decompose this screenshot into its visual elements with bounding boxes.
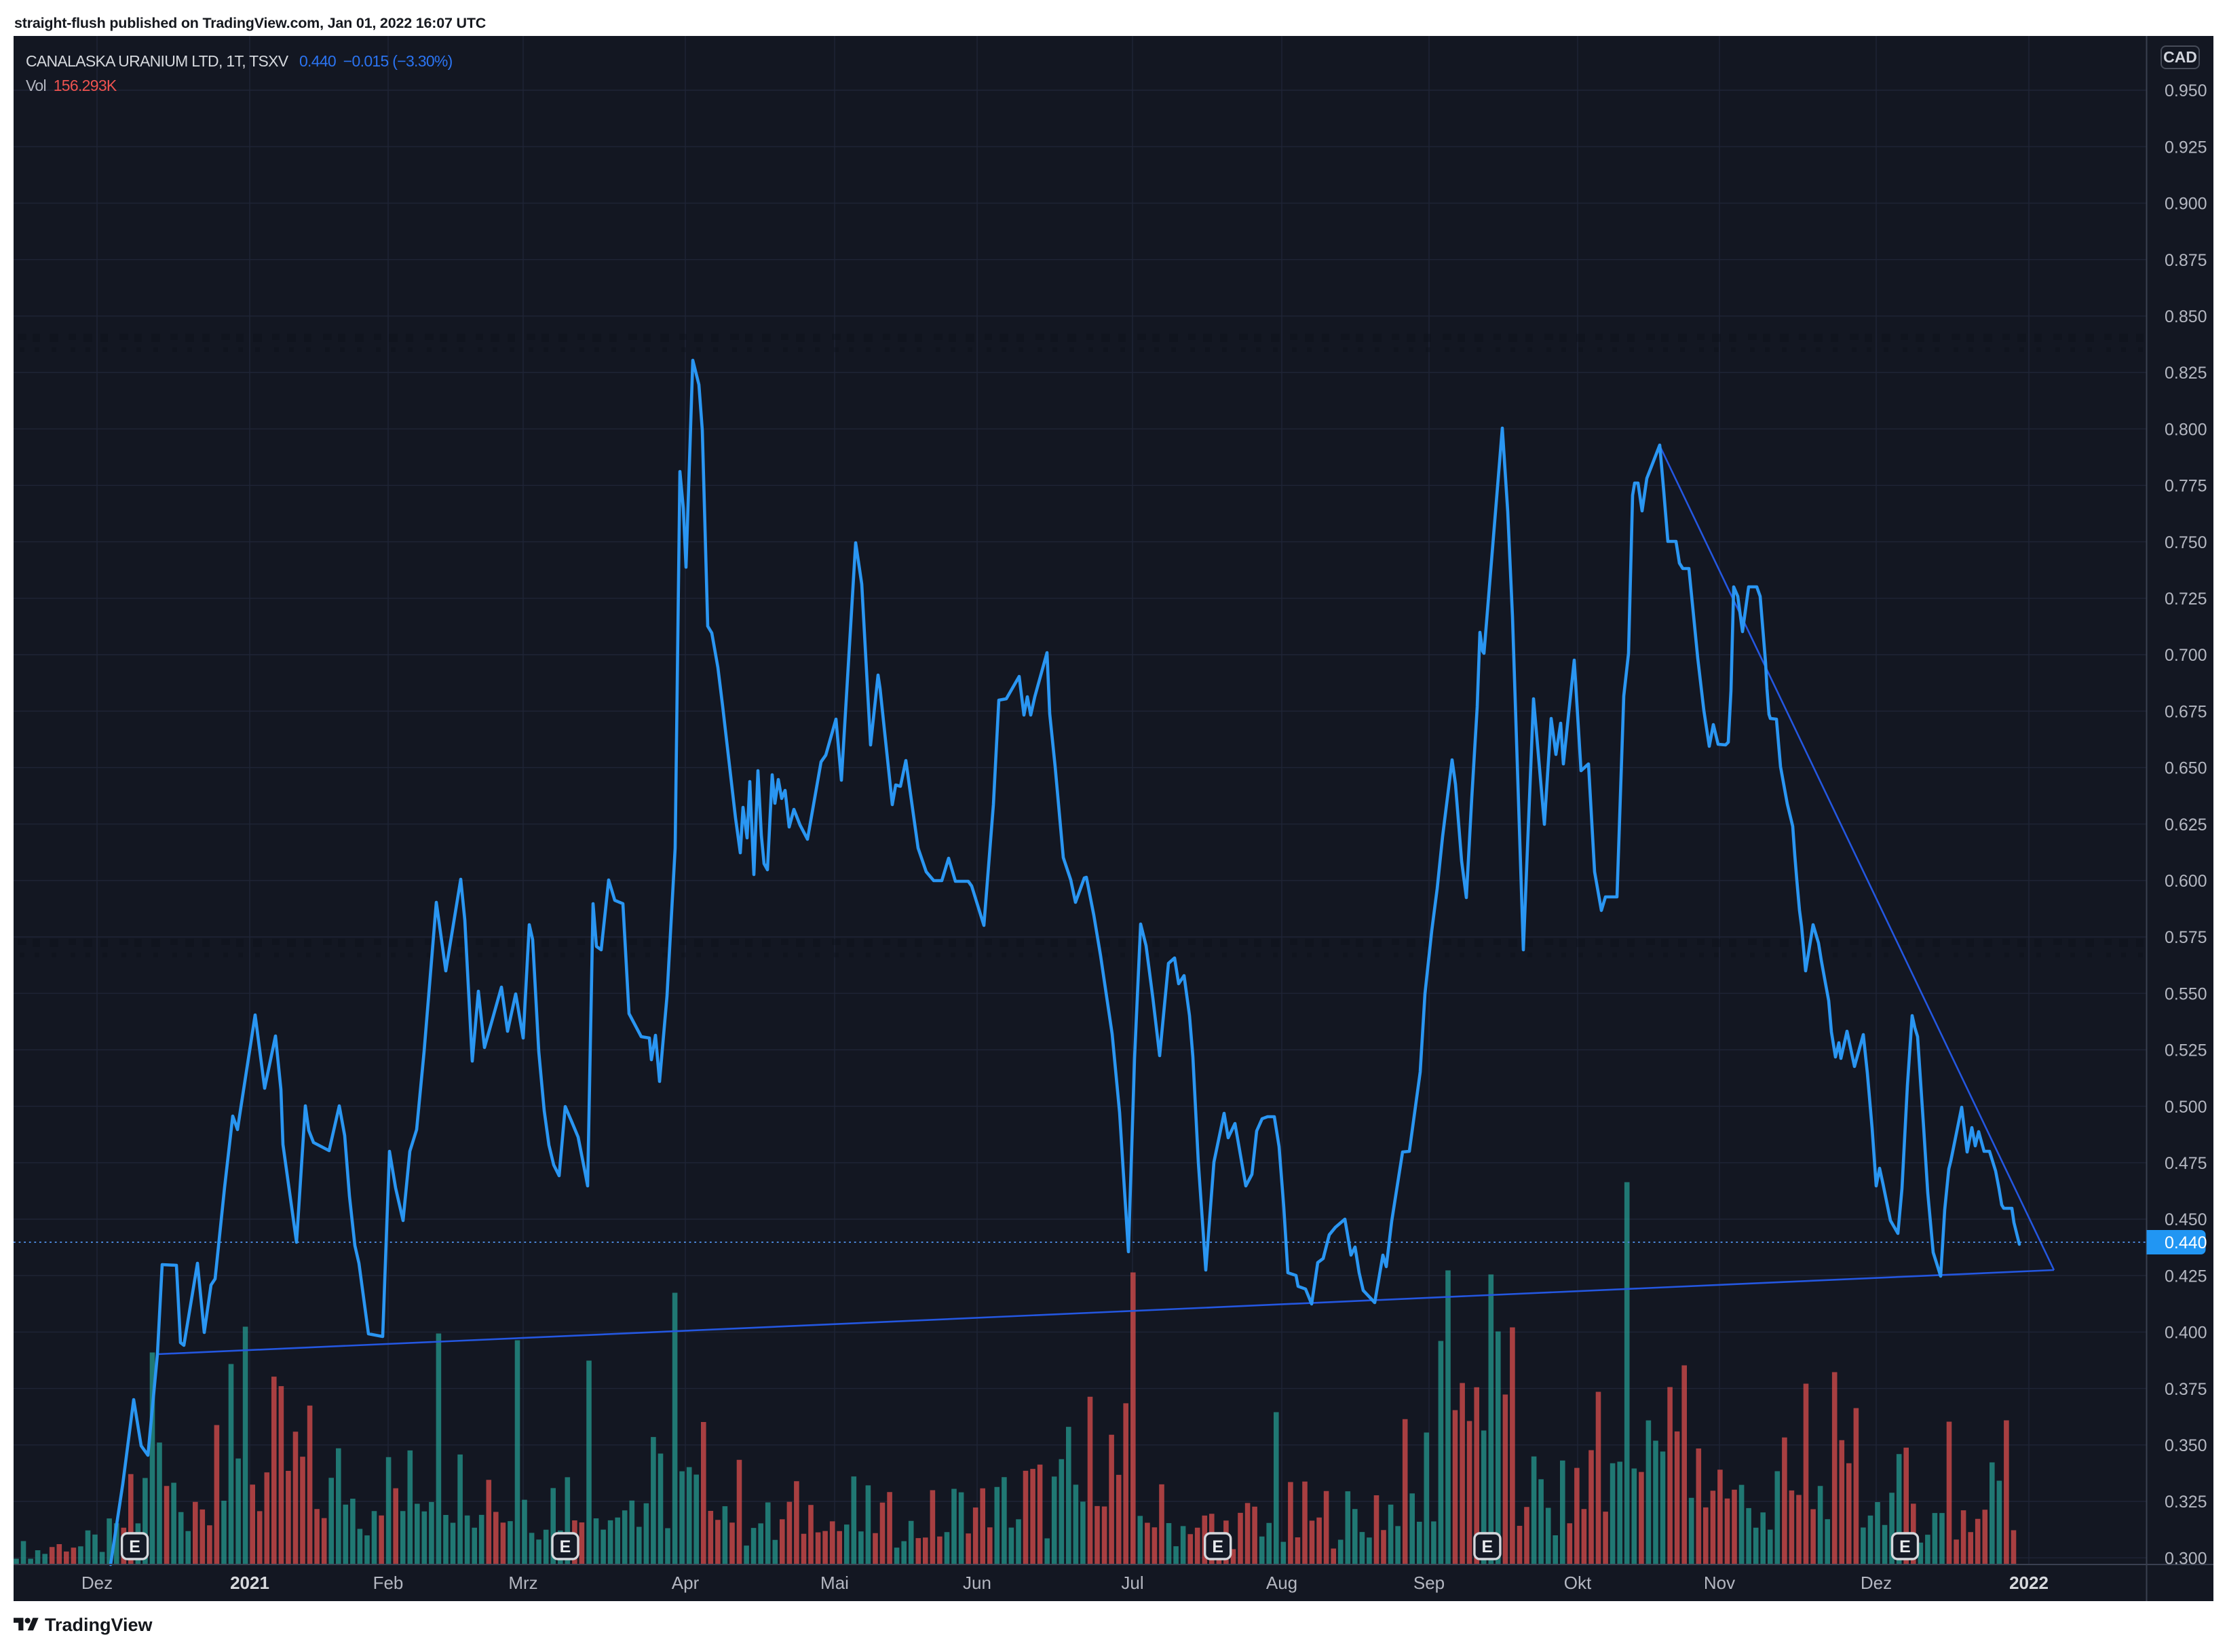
svg-text:0.750: 0.750 bbox=[2165, 533, 2207, 552]
svg-text:TradingView: TradingView bbox=[45, 1615, 153, 1635]
svg-text:0.600: 0.600 bbox=[2165, 872, 2207, 891]
svg-text:0.725: 0.725 bbox=[2165, 590, 2207, 609]
svg-text:0.625: 0.625 bbox=[2165, 815, 2207, 834]
svg-text:Feb: Feb bbox=[373, 1573, 404, 1593]
svg-text:CAD: CAD bbox=[2163, 48, 2197, 66]
svg-text:0.550: 0.550 bbox=[2165, 984, 2207, 1003]
svg-text:Sep: Sep bbox=[1413, 1573, 1445, 1593]
svg-text:E: E bbox=[560, 1537, 571, 1556]
svg-text:0.375: 0.375 bbox=[2165, 1380, 2207, 1399]
svg-text:0.650: 0.650 bbox=[2165, 759, 2207, 778]
svg-text:Jun: Jun bbox=[963, 1573, 991, 1593]
svg-text:0.675: 0.675 bbox=[2165, 702, 2207, 721]
svg-text:0.450: 0.450 bbox=[2165, 1210, 2207, 1229]
svg-text:0.475: 0.475 bbox=[2165, 1154, 2207, 1173]
svg-text:Nov: Nov bbox=[1704, 1573, 1735, 1593]
svg-text:0.400: 0.400 bbox=[2165, 1324, 2207, 1343]
svg-text:E: E bbox=[129, 1537, 140, 1556]
svg-text:0.925: 0.925 bbox=[2165, 138, 2207, 157]
svg-text:Dez: Dez bbox=[1861, 1573, 1892, 1593]
svg-text:0.300: 0.300 bbox=[2165, 1549, 2207, 1568]
svg-text:0.325: 0.325 bbox=[2165, 1493, 2207, 1512]
svg-text:0.440: 0.440 bbox=[2165, 1233, 2207, 1252]
svg-text:0.875: 0.875 bbox=[2165, 251, 2207, 270]
svg-text:E: E bbox=[1482, 1537, 1493, 1556]
svg-text:0.700: 0.700 bbox=[2165, 646, 2207, 665]
svg-text:0.900: 0.900 bbox=[2165, 195, 2207, 214]
svg-text:Mrz: Mrz bbox=[508, 1573, 537, 1593]
svg-text:0.500: 0.500 bbox=[2165, 1098, 2207, 1117]
svg-text:0.525: 0.525 bbox=[2165, 1041, 2207, 1060]
svg-text:E: E bbox=[1212, 1537, 1223, 1556]
svg-text:Apr: Apr bbox=[672, 1573, 700, 1593]
svg-text:0.850: 0.850 bbox=[2165, 307, 2207, 326]
svg-text:0.950: 0.950 bbox=[2165, 81, 2207, 100]
svg-text:2022: 2022 bbox=[2009, 1573, 2049, 1593]
svg-text:2021: 2021 bbox=[230, 1573, 269, 1593]
svg-text:Okt: Okt bbox=[1564, 1573, 1592, 1593]
svg-text:0.775: 0.775 bbox=[2165, 477, 2207, 496]
svg-text:Aug: Aug bbox=[1266, 1573, 1297, 1593]
svg-text:0.425: 0.425 bbox=[2165, 1267, 2207, 1286]
svg-text:0.825: 0.825 bbox=[2165, 364, 2207, 383]
svg-text:0.575: 0.575 bbox=[2165, 928, 2207, 947]
svg-text:Mai: Mai bbox=[820, 1573, 849, 1593]
svg-text:straight-flush published on Tr: straight-flush published on TradingView.… bbox=[14, 15, 486, 31]
svg-text:0.350: 0.350 bbox=[2165, 1436, 2207, 1455]
svg-text:Dez: Dez bbox=[81, 1573, 113, 1593]
svg-text:0.800: 0.800 bbox=[2165, 420, 2207, 439]
svg-text:CANALASKA URANIUM LTD, 1T, TSX: CANALASKA URANIUM LTD, 1T, TSXV 0.440 −0… bbox=[26, 52, 453, 70]
svg-text:E: E bbox=[1899, 1537, 1911, 1556]
svg-text:Vol 156.293K: Vol 156.293K bbox=[26, 77, 117, 94]
svg-text:Jul: Jul bbox=[1121, 1573, 1143, 1593]
